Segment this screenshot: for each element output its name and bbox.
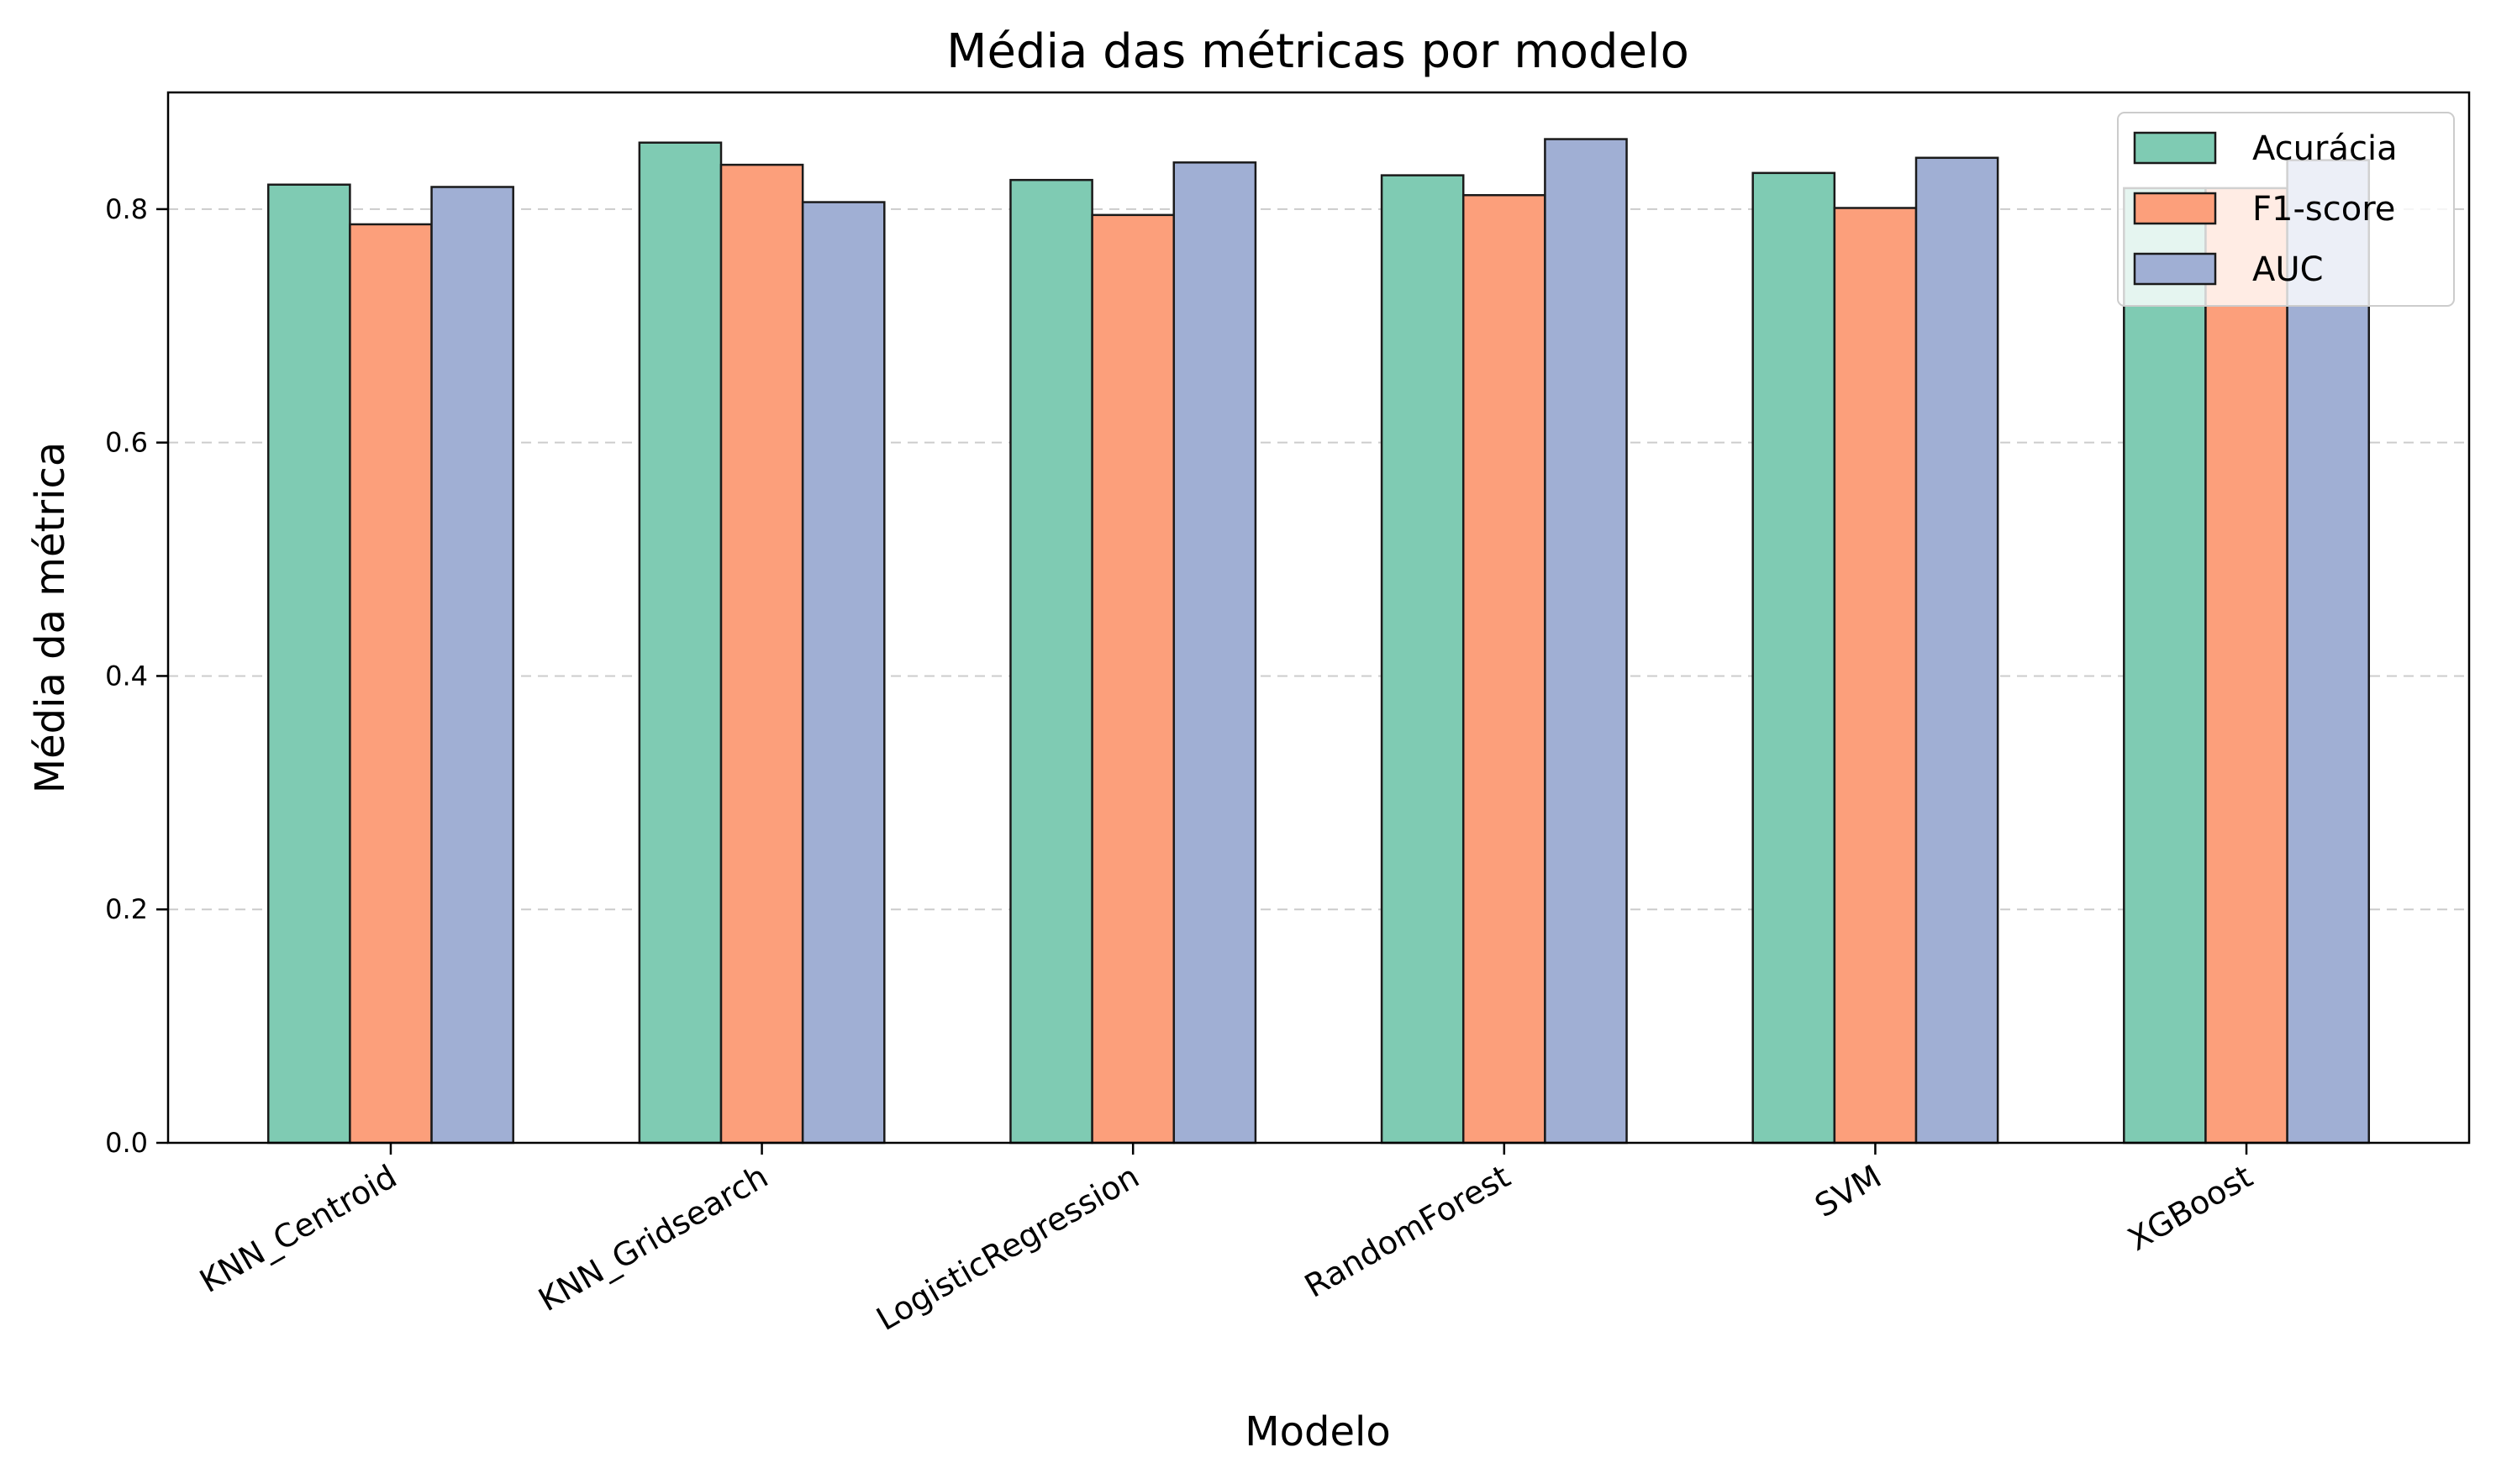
x-tick-label: LogisticRegression [870,1158,1145,1338]
chart-title: Média das métricas por modelo [946,24,1689,79]
bar-acur-cia [1751,171,1836,1145]
y-tick-label: 0.2 [105,893,148,925]
y-tick-label: 0.0 [105,1127,148,1159]
bar-auc [801,201,886,1145]
legend-entry: Acurácia [2252,129,2398,168]
legend-swatch [2133,131,2217,165]
bar-acur-cia [2123,187,2207,1145]
bar-auc [1544,138,1628,1145]
bars [266,138,2371,1145]
bar-acur-cia [1380,174,1465,1145]
bar-f1-score [719,163,804,1145]
bar-acur-cia [1009,178,1093,1145]
bar-acur-cia [266,183,351,1145]
legend-swatch [2133,252,2217,286]
y-tick-label: 0.8 [105,193,148,225]
bar-f1-score [2204,187,2288,1145]
x-tick-label: XGBoost [2122,1158,2259,1258]
legend-entry: F1-score [2252,190,2395,229]
y-axis: 0.0 0.2 0.4 0.6 0.8 [105,193,168,1159]
legend: Acurácia F1-score AUC [2117,112,2455,307]
grid-lines [168,208,2469,911]
y-axis-label: Média da métrica [27,442,74,794]
bar-auc [2286,159,2371,1145]
plot-frame [166,91,2471,1145]
x-tick-label: SVM [1809,1158,1888,1225]
bar-auc [430,186,514,1145]
x-axis-label: Modelo [1245,1408,1390,1455]
bar-f1-score [1833,207,1918,1145]
bar-auc [1172,161,1257,1145]
legend-entry: AUC [2252,250,2324,289]
bar-auc [1914,156,1999,1145]
bar-f1-score [349,223,433,1145]
bar-f1-score [1461,193,1546,1145]
bar-f1-score [1091,213,1176,1145]
y-tick-label: 0.4 [105,660,148,692]
x-tick-label: KNN_Centroid [193,1158,403,1300]
x-tick-label: KNN_Gridsearch [532,1158,774,1318]
bar-acur-cia [638,141,723,1145]
y-tick-label: 0.6 [105,427,148,459]
legend-swatch [2133,192,2217,225]
x-axis: KNN_Centroid KNN_Gridsearch LogisticRegres… [193,1143,2259,1338]
x-tick-label: RandomForest [1298,1158,1516,1305]
